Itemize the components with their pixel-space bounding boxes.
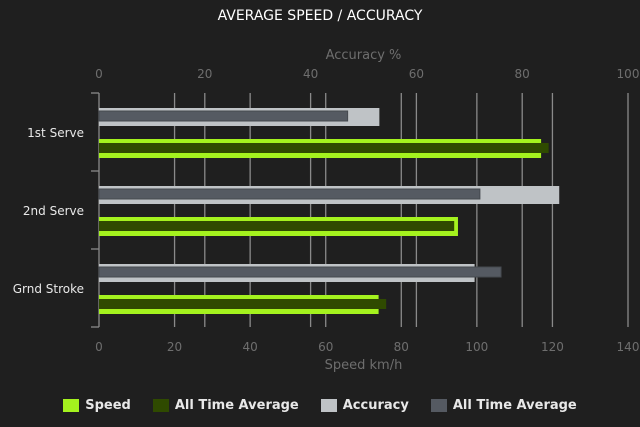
chart-title: AVERAGE SPEED / ACCURACY	[217, 8, 423, 24]
x-top-tick-label: 80	[515, 67, 530, 81]
bar-accuracy-average	[98, 266, 502, 278]
x-top-tick-label: 100	[617, 67, 640, 81]
legend-label: Accuracy	[342, 398, 409, 413]
bar-speed-average	[99, 299, 387, 309]
x-top-tick-label: 20	[197, 67, 212, 81]
legend-label: All Time Average	[452, 398, 577, 413]
x-bottom-tick-label: 100	[465, 340, 488, 354]
y-category-label: Grnd Stroke	[13, 282, 84, 296]
y-category-label: 2nd Serve	[23, 204, 84, 218]
x-top-tick-label: 60	[409, 67, 424, 81]
legend-swatch	[152, 399, 169, 412]
legend: Speed All Time Average Accuracy All Time…	[0, 398, 640, 413]
bar-accuracy-average	[98, 110, 349, 122]
x-bottom-tick-label: 20	[167, 340, 182, 354]
legend-item-speed-average[interactable]: All Time Average	[152, 398, 299, 413]
bar-accuracy-average	[98, 188, 481, 200]
x-top-axis-label: Accuracy %	[326, 48, 402, 63]
x-bottom-tick-label: 120	[541, 340, 564, 354]
x-bottom-tick-label: 60	[318, 340, 333, 354]
x-bottom-axis-label: Speed km/h	[325, 358, 403, 373]
x-bottom-tick-label: 0	[95, 340, 103, 354]
x-top-tick-label: 40	[303, 67, 318, 81]
legend-swatch	[320, 399, 337, 412]
legend-label: All Time Average	[174, 398, 299, 413]
legend-swatch	[63, 399, 80, 412]
x-bottom-tick-label: 40	[243, 340, 258, 354]
legend-item-accuracy-average[interactable]: All Time Average	[430, 398, 577, 413]
legend-swatch	[430, 399, 447, 412]
legend-item-accuracy[interactable]: Accuracy	[320, 398, 409, 413]
bar-speed-average	[99, 221, 455, 231]
y-category-label: 1st Serve	[27, 126, 84, 140]
x-bottom-tick-label: 80	[394, 340, 409, 354]
legend-item-speed[interactable]: Speed	[63, 398, 131, 413]
legend-label: Speed	[85, 398, 131, 413]
x-top-tick-label: 0	[95, 67, 103, 81]
x-bottom-tick-label: 140	[617, 340, 640, 354]
bar-speed-average	[99, 143, 549, 153]
